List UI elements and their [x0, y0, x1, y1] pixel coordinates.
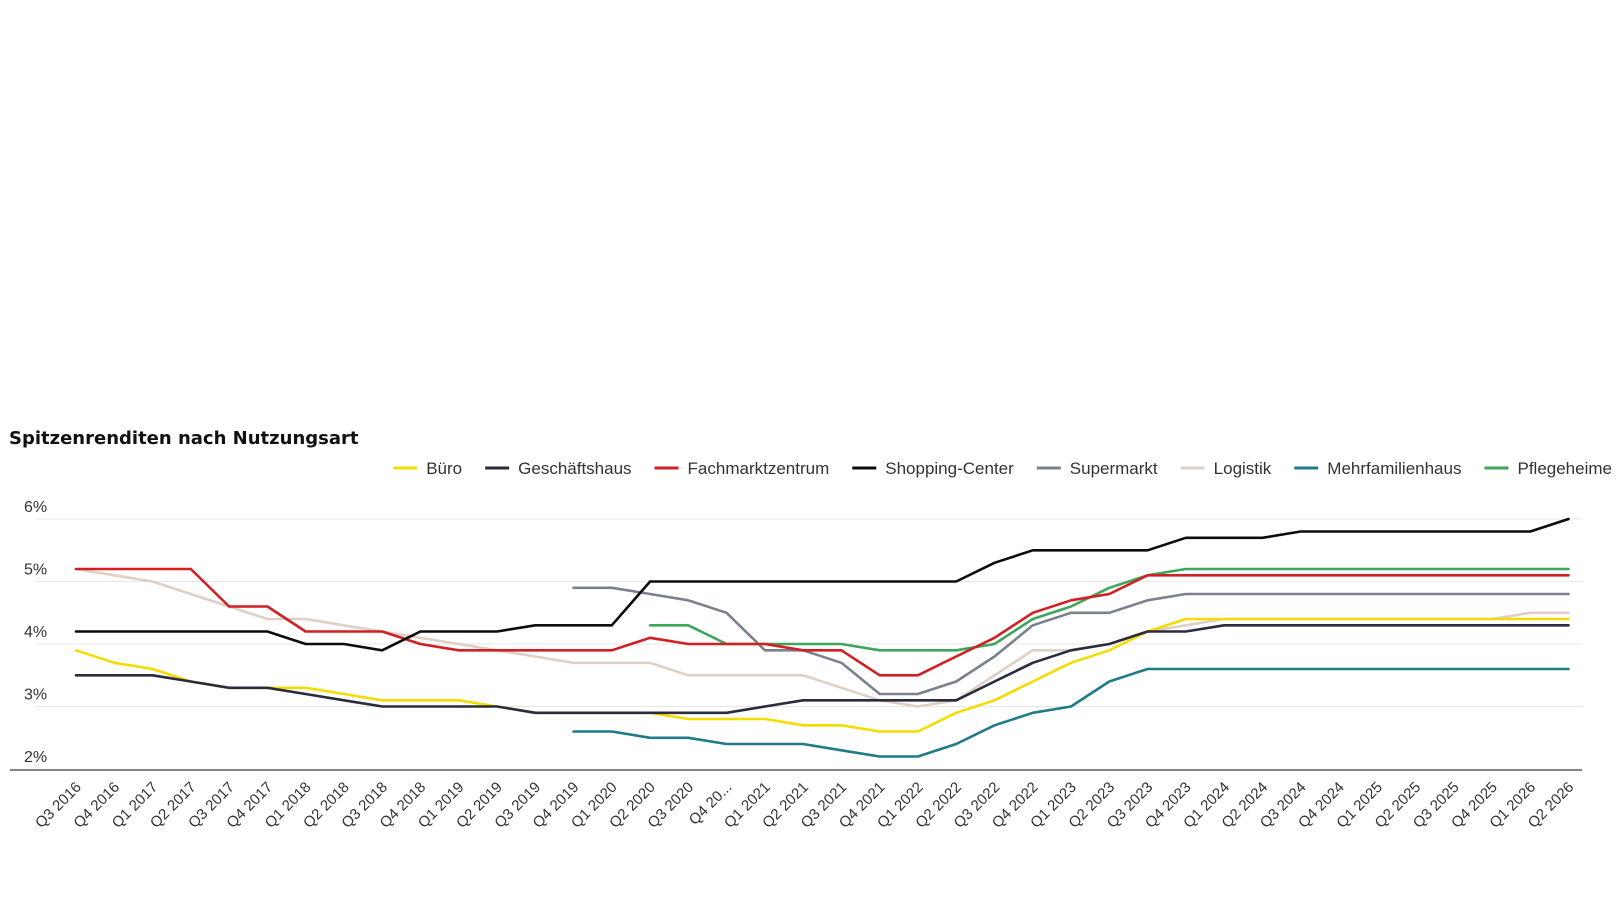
- series-line-logistik[interactable]: [74, 567, 1570, 708]
- series-line-fachmarktzentrum[interactable]: [74, 567, 1570, 677]
- y-tick-label: 2%: [24, 749, 47, 766]
- y-tick-label: 6%: [24, 499, 47, 516]
- series-line-b-ro[interactable]: [74, 617, 1570, 733]
- legend-label: Logistik: [1214, 459, 1272, 478]
- legend-item[interactable]: Büro: [393, 459, 462, 478]
- legend-label: Shopping-Center: [885, 459, 1014, 478]
- y-tick-label: 5%: [24, 562, 47, 579]
- series-line-pflegeheime[interactable]: [648, 567, 1570, 652]
- y-axis: 2% 3% 4% 5% 6%: [24, 499, 47, 766]
- legend-label: Fachmarktzentrum: [688, 459, 830, 478]
- legend-label: Geschäftshaus: [518, 459, 631, 478]
- series-line-gesch-ftshaus[interactable]: [74, 624, 1570, 715]
- series-lines: [74, 517, 1570, 758]
- y-tick-label: 4%: [24, 624, 47, 641]
- legend[interactable]: Büro Geschäftshaus Fachmarktzentrum Shoppin…: [393, 459, 1612, 478]
- series-line-mehrfamilienhaus[interactable]: [572, 667, 1570, 758]
- legend-label: Pflegeheime: [1517, 459, 1612, 478]
- series-line-supermarkt[interactable]: [572, 586, 1570, 696]
- legend-item[interactable]: Pflegeheime: [1484, 459, 1612, 478]
- chart-title: Spitzenrenditen nach Nutzungsart: [9, 428, 359, 449]
- y-tick-label: 3%: [24, 687, 47, 704]
- legend-item[interactable]: Supermarkt: [1036, 459, 1158, 478]
- legend-item[interactable]: Fachmarktzentrum: [654, 459, 830, 478]
- legend-item[interactable]: Geschäftshaus: [485, 459, 632, 478]
- legend-label: Mehrfamilienhaus: [1327, 459, 1461, 478]
- legend-item[interactable]: Mehrfamilienhaus: [1294, 459, 1461, 478]
- legend-item[interactable]: Logistik: [1180, 459, 1272, 478]
- series-line-shopping-center[interactable]: [74, 517, 1570, 652]
- legend-label: Supermarkt: [1070, 459, 1158, 478]
- legend-label: Büro: [426, 459, 462, 478]
- legend-item[interactable]: Shopping-Center: [852, 459, 1014, 478]
